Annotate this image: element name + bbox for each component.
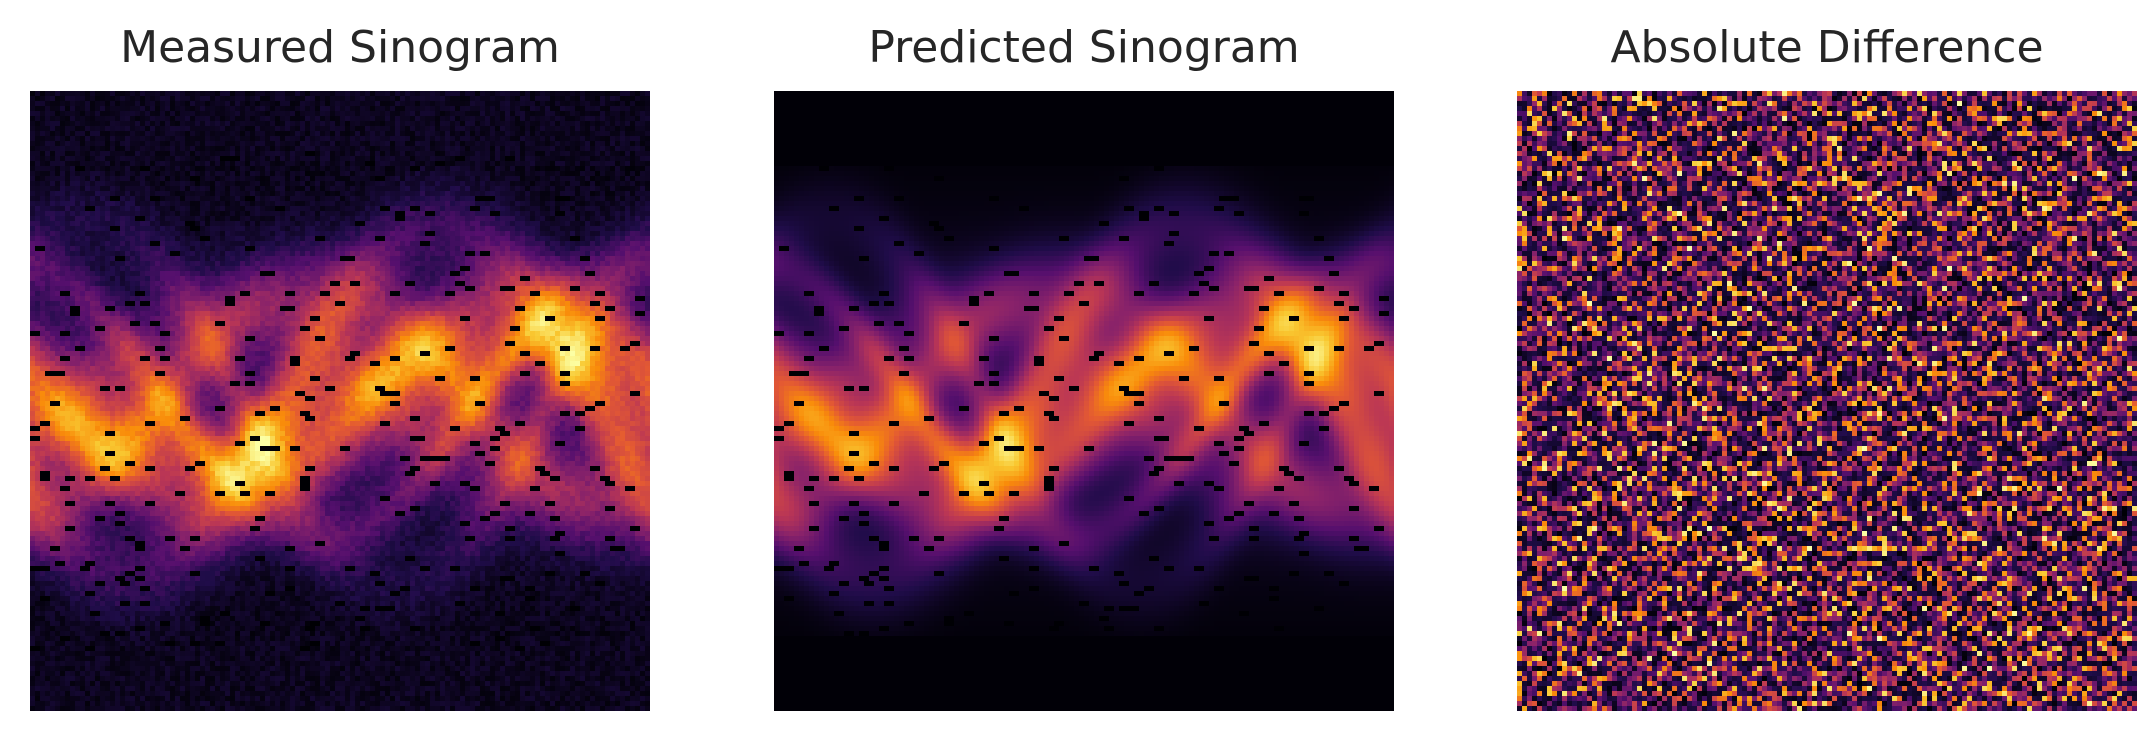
- absolute-difference-image: [1517, 91, 2137, 711]
- measured-sinogram-panel: Measured Sinogram: [30, 0, 650, 736]
- predicted-sinogram-image: [774, 91, 1394, 711]
- predicted-sinogram-heatmap: [774, 91, 1394, 711]
- predicted-sinogram-panel: Predicted Sinogram: [774, 0, 1394, 736]
- panel-title: Measured Sinogram: [120, 22, 560, 73]
- measured-sinogram-image: [30, 91, 650, 711]
- absolute-difference-heatmap: [1517, 91, 2137, 711]
- panel-title: Predicted Sinogram: [868, 22, 1300, 73]
- absolute-difference-panel: Absolute Difference: [1517, 0, 2137, 736]
- panel-title: Absolute Difference: [1610, 22, 2044, 73]
- measured-sinogram-heatmap: [30, 91, 650, 711]
